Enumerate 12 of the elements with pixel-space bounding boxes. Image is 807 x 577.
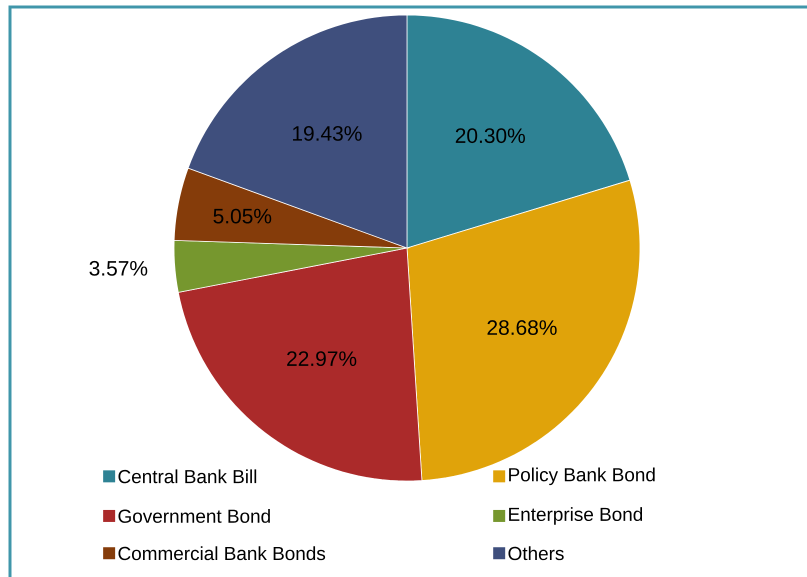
data-label: 5.05% xyxy=(213,208,272,224)
data-label: 22.97% xyxy=(287,351,356,366)
legend-label: Central Bank Bill xyxy=(118,469,256,484)
data-label: 3.57% xyxy=(89,260,148,276)
legend-label: Policy Bank Bond xyxy=(509,468,655,486)
data-label: 28.68% xyxy=(488,320,557,335)
legend-label: Commercial Bank Bonds xyxy=(118,546,326,560)
legend-label: Enterprise Bond xyxy=(509,507,642,525)
legend-label: Others xyxy=(508,546,564,560)
legend-label: Government Bond xyxy=(118,508,270,523)
data-label: 19.43% xyxy=(292,126,362,141)
data-label: 20.30% xyxy=(456,128,525,144)
